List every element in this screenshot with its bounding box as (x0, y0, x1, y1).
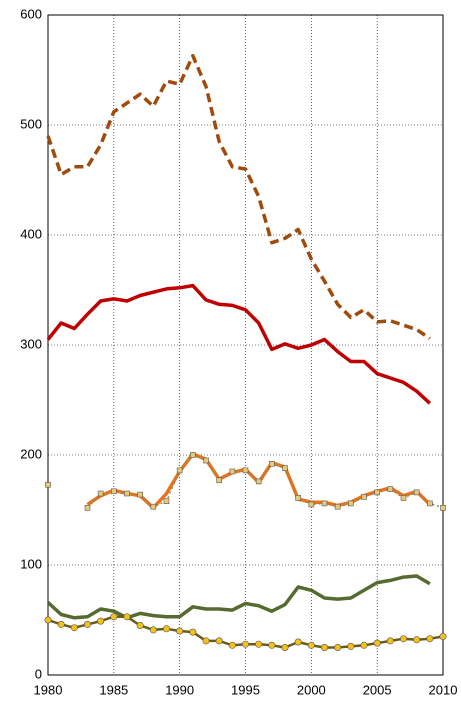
point (176, 467, 183, 474)
point (57, 620, 65, 628)
point (386, 637, 394, 645)
point (163, 625, 171, 633)
x-tick-label: 1995 (231, 682, 260, 697)
point (439, 632, 447, 640)
point (440, 504, 446, 511)
x-tick-label: 2005 (363, 682, 392, 697)
point (124, 490, 130, 497)
x-tick-label: 2010 (429, 682, 458, 697)
point (334, 503, 341, 510)
point (70, 624, 78, 632)
plot-frame (47, 14, 444, 676)
point (321, 500, 328, 507)
y-tick-label: 100 (20, 556, 42, 571)
point (387, 486, 394, 492)
x-tick-label: 2000 (297, 682, 326, 697)
point (228, 641, 236, 649)
point (242, 467, 249, 474)
point (308, 501, 315, 508)
point (176, 627, 184, 635)
point (295, 495, 301, 501)
point (45, 481, 51, 488)
point (374, 489, 380, 496)
point (361, 493, 367, 500)
point (281, 643, 289, 651)
point (242, 640, 250, 648)
point (163, 498, 170, 505)
point (268, 641, 276, 649)
point (282, 465, 288, 472)
point (189, 628, 197, 636)
point (320, 643, 328, 651)
point (294, 638, 302, 646)
point (307, 641, 315, 649)
y-tick-label: 600 (20, 6, 42, 21)
y-tick-label: 300 (20, 336, 42, 351)
point (427, 500, 433, 507)
point (216, 477, 222, 484)
point (215, 637, 223, 645)
point (136, 621, 144, 629)
point (255, 478, 262, 485)
point (97, 617, 105, 625)
point (373, 639, 381, 647)
point (149, 626, 157, 634)
x-tick-label: 1990 (165, 682, 194, 697)
y-tick-label: 0 (35, 666, 42, 681)
point (137, 491, 143, 498)
point (229, 468, 236, 475)
point (348, 500, 354, 507)
point (84, 620, 92, 628)
point (190, 452, 196, 458)
point (426, 635, 434, 643)
series-line (46, 53, 431, 340)
point (202, 637, 210, 645)
point (111, 488, 117, 495)
point (203, 457, 209, 464)
point (360, 641, 368, 649)
x-tick-label: 1985 (99, 682, 128, 697)
series-line (46, 574, 431, 620)
point (255, 640, 263, 648)
point (413, 489, 420, 496)
point (84, 504, 91, 511)
x-tick-label: 1980 (34, 682, 63, 697)
y-tick-label: 400 (20, 226, 42, 241)
point (269, 460, 275, 467)
y-tick-label: 200 (20, 446, 42, 461)
point (110, 613, 118, 621)
point (413, 636, 421, 644)
point (399, 635, 407, 643)
y-tick-label: 500 (20, 116, 42, 131)
point (334, 643, 342, 651)
point (97, 490, 104, 497)
point (400, 495, 407, 501)
series-line (86, 454, 444, 509)
point (150, 503, 157, 510)
point (123, 613, 131, 621)
series-line (46, 283, 432, 405)
point (347, 642, 355, 650)
point (44, 616, 52, 624)
